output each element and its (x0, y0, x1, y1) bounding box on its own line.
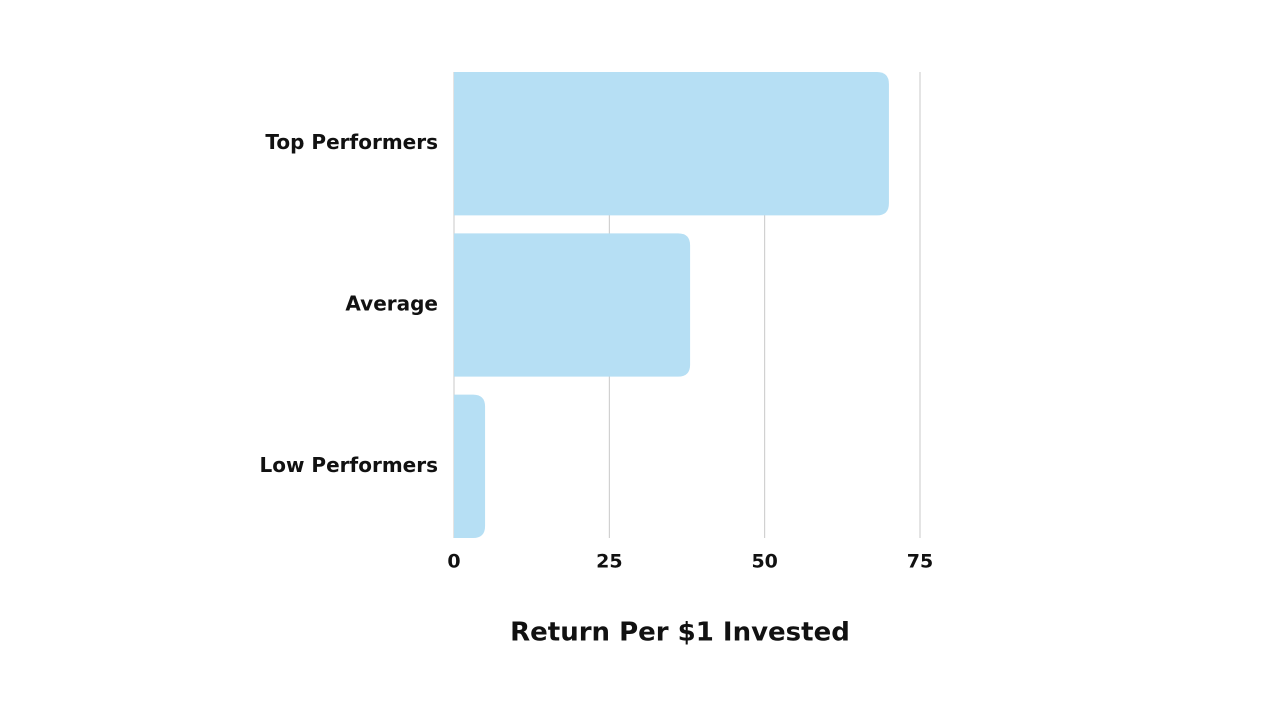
y-tick-label: Low Performers (260, 453, 439, 477)
bar (454, 394, 486, 538)
y-tick-label: Average (345, 292, 438, 316)
x-tick-label: 0 (447, 551, 460, 573)
bar (454, 72, 889, 216)
x-tick-label: 75 (907, 551, 933, 573)
y-tick-label: Top Performers (265, 130, 438, 154)
bar (454, 233, 691, 377)
x-tick-label: 25 (596, 551, 622, 573)
x-axis-title: Return Per $1 Invested (510, 618, 850, 648)
x-tick-label: 50 (751, 551, 777, 573)
